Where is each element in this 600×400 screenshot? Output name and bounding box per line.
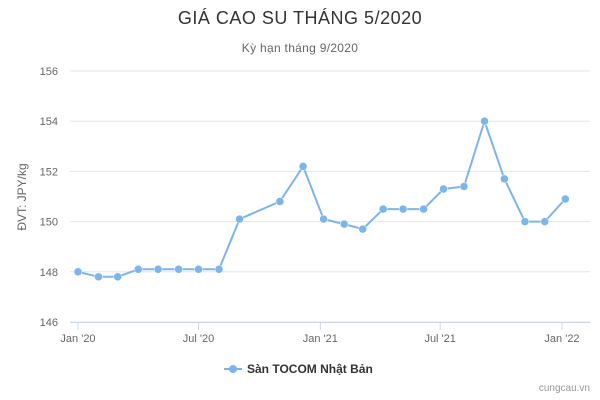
- y-tick-label: 150: [40, 217, 58, 229]
- data-point[interactable]: [520, 217, 530, 226]
- y-tick-label: 148: [40, 267, 58, 279]
- chart-subtitle: Kỳ hạn tháng 9/2020: [241, 41, 359, 55]
- y-tick-label: 154: [40, 116, 58, 128]
- data-point[interactable]: [339, 219, 349, 229]
- data-point[interactable]: [378, 204, 388, 214]
- series-line-tocom: [73, 116, 570, 282]
- x-tick-label: Jul '21: [424, 333, 455, 345]
- data-point[interactable]: [214, 265, 224, 274]
- credit-text[interactable]: cungcau.vn: [538, 383, 590, 394]
- data-point[interactable]: [540, 217, 550, 226]
- x-axis: [70, 322, 590, 330]
- y-tick-label: 146: [40, 317, 58, 329]
- chart-title: GIÁ CAO SU THÁNG 5/2020: [177, 8, 423, 28]
- data-point[interactable]: [134, 265, 143, 274]
- data-point[interactable]: [94, 272, 103, 282]
- data-point[interactable]: [419, 204, 428, 214]
- data-point[interactable]: [459, 182, 469, 191]
- legend[interactable]: Sàn TOCOM Nhật Bản: [224, 362, 373, 376]
- data-point[interactable]: [194, 265, 203, 274]
- x-tick-label: Jul '20: [183, 333, 214, 345]
- data-point[interactable]: [73, 267, 83, 277]
- legend-marker: [229, 365, 237, 373]
- y-tick-label: 152: [40, 166, 58, 178]
- data-point[interactable]: [275, 197, 285, 206]
- data-point[interactable]: [235, 214, 244, 224]
- x-axis-tick-labels: Jan '20 Jul '20 Jan '21 Jul '21 Jan '22: [60, 333, 579, 345]
- data-point[interactable]: [298, 162, 308, 171]
- data-point[interactable]: [358, 224, 367, 234]
- data-point[interactable]: [439, 184, 448, 194]
- data-point[interactable]: [398, 204, 408, 214]
- data-point[interactable]: [153, 265, 163, 274]
- x-tick-label: Jan '21: [303, 333, 338, 345]
- data-point[interactable]: [174, 265, 183, 274]
- data-point[interactable]: [113, 272, 122, 282]
- data-point[interactable]: [561, 194, 570, 204]
- y-axis-tick-labels: 146 148 150 152 154 156: [40, 66, 58, 329]
- data-point[interactable]: [480, 116, 489, 126]
- x-tick-label: Jan '20: [60, 333, 95, 345]
- data-point[interactable]: [319, 214, 328, 224]
- y-axis-title: ĐVT: JPY/kg: [15, 163, 29, 230]
- legend-label: Sàn TOCOM Nhật Bản: [247, 362, 373, 376]
- x-tick-label: Jan '22: [544, 333, 579, 345]
- y-tick-label: 156: [40, 66, 58, 78]
- data-point[interactable]: [500, 174, 509, 184]
- series-line: [77, 120, 567, 278]
